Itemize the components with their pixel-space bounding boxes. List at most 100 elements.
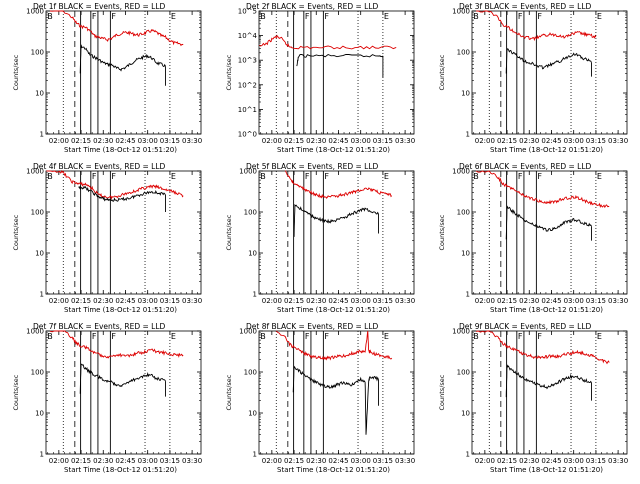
events-series-black bbox=[79, 44, 166, 74]
x-tick-label: 03:00 bbox=[564, 457, 584, 465]
marker-label: E bbox=[597, 172, 602, 181]
lld-series-red bbox=[49, 330, 184, 359]
x-tick-label: 03:30 bbox=[182, 457, 202, 465]
x-tick-label: 02:00 bbox=[475, 297, 495, 305]
y-axis-label: Counts/sec bbox=[438, 374, 446, 410]
x-axis-label: Start Time (18-Oct-12 01:51:20) bbox=[277, 306, 390, 314]
lld-series-red bbox=[275, 330, 393, 361]
marker-label: B bbox=[47, 172, 53, 181]
y-tick-label: 10 bbox=[248, 410, 257, 418]
marker-label: B bbox=[473, 332, 479, 341]
marker-label: E bbox=[171, 12, 176, 21]
y-tick-label: 100 bbox=[31, 369, 44, 377]
events-series-black bbox=[78, 185, 166, 202]
x-tick-label: 02:15 bbox=[284, 457, 304, 465]
marker-label: F bbox=[518, 12, 523, 21]
y-tick-label: 100 bbox=[31, 49, 44, 57]
y-tick-label: 1 bbox=[40, 131, 44, 139]
y-tick-label: 1 bbox=[253, 451, 257, 459]
events-series-black bbox=[505, 205, 592, 240]
x-tick-label: 02:15 bbox=[71, 137, 91, 145]
y-tick-label: 10^0 bbox=[238, 131, 257, 139]
lld-series-red bbox=[475, 10, 597, 42]
x-tick-label: 02:15 bbox=[497, 137, 517, 145]
y-tick-label: 10^3 bbox=[238, 57, 257, 65]
marker-label: B bbox=[47, 332, 53, 341]
marker-label: F bbox=[324, 332, 329, 341]
x-tick-label: 02:30 bbox=[93, 457, 113, 465]
y-tick-label: 1 bbox=[466, 131, 470, 139]
x-tick-label: 03:30 bbox=[182, 297, 202, 305]
y-tick-label: 1000 bbox=[239, 328, 257, 336]
marker-label: E bbox=[597, 12, 602, 21]
y-axis-label: Counts/sec bbox=[225, 374, 233, 410]
marker-label: F bbox=[92, 332, 97, 341]
marker-label: B bbox=[260, 172, 266, 181]
y-tick-label: 10 bbox=[35, 90, 44, 98]
panel-title: Det 6f BLACK = Events, RED = LLD bbox=[459, 162, 592, 171]
x-tick-label: 02:45 bbox=[115, 137, 135, 145]
x-tick-label: 02:45 bbox=[328, 297, 348, 305]
marker-label: E bbox=[171, 172, 176, 181]
x-tick-label: 03:30 bbox=[395, 137, 415, 145]
events-series-black bbox=[296, 53, 384, 67]
y-axis-label: Counts/sec bbox=[438, 54, 446, 90]
x-tick-label: 02:30 bbox=[519, 137, 539, 145]
plot-frame bbox=[45, 330, 202, 455]
y-tick-label: 10 bbox=[35, 410, 44, 418]
x-tick-label: 02:30 bbox=[93, 297, 113, 305]
x-tick-label: 02:15 bbox=[71, 297, 91, 305]
x-tick-label: 03:30 bbox=[395, 457, 415, 465]
events-series-black bbox=[505, 364, 592, 398]
y-tick-label: 1000 bbox=[239, 168, 257, 176]
x-tick-label: 02:00 bbox=[262, 137, 282, 145]
x-tick-label: 02:45 bbox=[115, 297, 135, 305]
x-tick-label: 03:30 bbox=[608, 297, 628, 305]
y-tick-label: 100 bbox=[457, 369, 470, 377]
y-tick-label: 1000 bbox=[26, 168, 44, 176]
x-axis-label: Start Time (18-Oct-12 01:51:20) bbox=[277, 146, 390, 154]
marker-label: F bbox=[111, 12, 116, 21]
x-axis-label: Start Time (18-Oct-12 01:51:20) bbox=[490, 146, 603, 154]
y-tick-label: 10 bbox=[461, 90, 470, 98]
y-tick-label: 10 bbox=[461, 410, 470, 418]
x-tick-label: 02:45 bbox=[328, 137, 348, 145]
y-tick-label: 1000 bbox=[26, 328, 44, 336]
y-tick-label: 1 bbox=[466, 451, 470, 459]
x-tick-label: 03:15 bbox=[373, 297, 393, 305]
x-tick-label: 03:15 bbox=[373, 137, 393, 145]
marker-label: B bbox=[473, 172, 479, 181]
x-tick-label: 03:15 bbox=[586, 137, 606, 145]
marker-label: B bbox=[260, 332, 266, 341]
panel-title: Det 5f BLACK = Events, RED = LLD bbox=[246, 162, 379, 171]
lld-series-red bbox=[475, 330, 610, 365]
x-axis-label: Start Time (18-Oct-12 01:51:20) bbox=[490, 466, 603, 474]
y-tick-label: 1000 bbox=[452, 168, 470, 176]
x-tick-label: 02:00 bbox=[262, 297, 282, 305]
x-axis-label: Start Time (18-Oct-12 01:51:20) bbox=[277, 466, 390, 474]
y-tick-label: 1 bbox=[253, 291, 257, 299]
marker-label: F bbox=[111, 332, 116, 341]
x-tick-label: 03:00 bbox=[351, 457, 371, 465]
plot-frame bbox=[471, 170, 628, 295]
marker-label: E bbox=[171, 332, 176, 341]
plot-frame bbox=[45, 170, 202, 295]
panel-title: Det 1f BLACK = Events, RED = LLD bbox=[33, 2, 166, 11]
y-tick-label: 1000 bbox=[452, 8, 470, 16]
y-tick-label: 10^2 bbox=[238, 81, 257, 89]
x-tick-label: 02:30 bbox=[519, 457, 539, 465]
y-tick-label: 100 bbox=[244, 209, 257, 217]
plot-frame bbox=[258, 10, 415, 135]
y-tick-label: 1000 bbox=[26, 8, 44, 16]
y-tick-label: 10^5 bbox=[238, 8, 257, 16]
x-tick-label: 02:00 bbox=[475, 137, 495, 145]
y-tick-label: 10^1 bbox=[238, 106, 257, 114]
marker-label: F bbox=[537, 172, 542, 181]
y-tick-label: 1 bbox=[40, 291, 44, 299]
